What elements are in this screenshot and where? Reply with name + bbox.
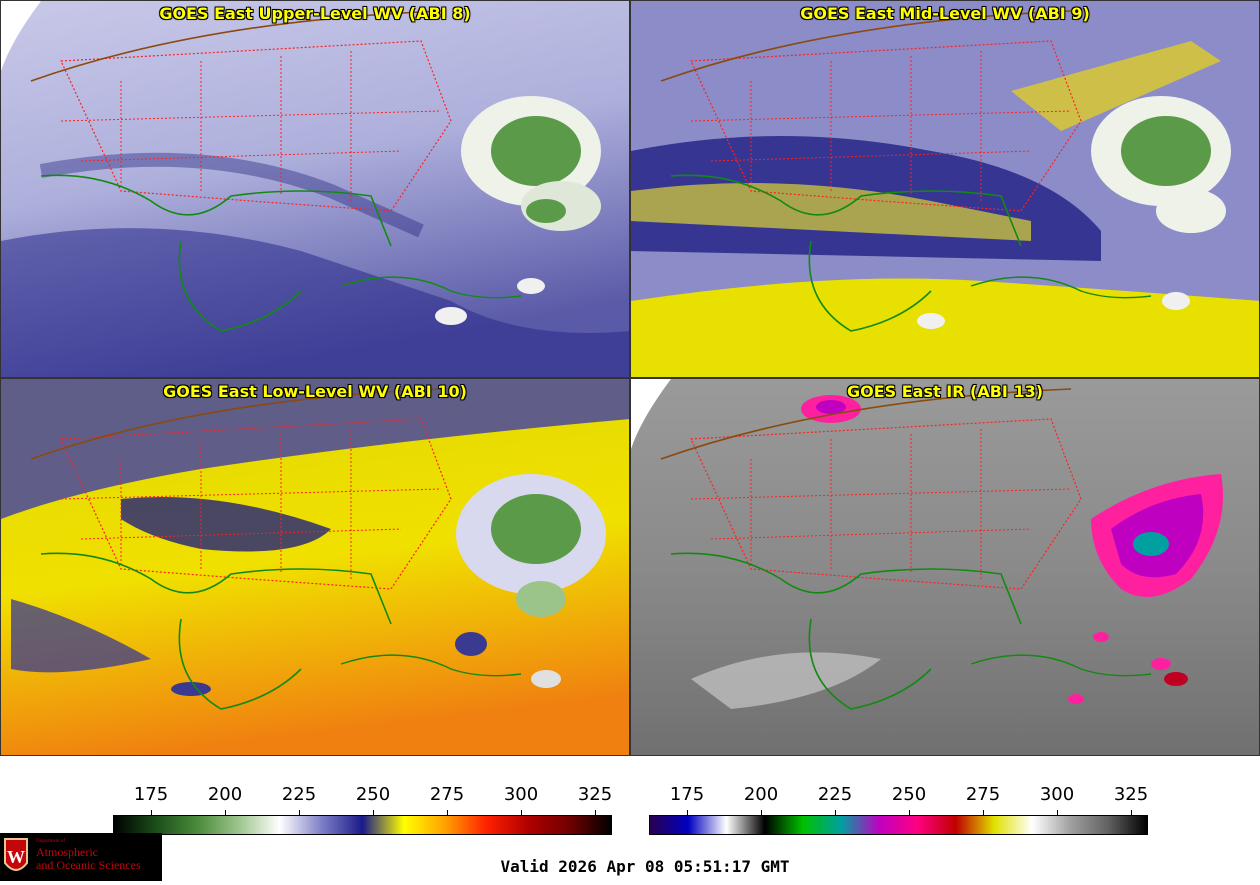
logo-line3: and Oceanic Sciences <box>36 858 141 872</box>
colorbar-tick-label: 325 <box>1113 784 1149 805</box>
aos-logo: W Department of Atmospheric and Oceanic … <box>0 833 162 881</box>
mid-level-wv-image <box>631 1 1259 377</box>
upper-level-wv-image <box>1 1 629 377</box>
valid-time: Valid 2026 Apr 08 05:51:17 GMT <box>500 857 790 876</box>
colorbar-tick-label: 200 <box>743 784 779 805</box>
colorbar-tick-mark <box>373 810 374 815</box>
colorbar-tick-label: 300 <box>503 784 539 805</box>
colorbar-tick-label: 275 <box>429 784 465 805</box>
colorbar-tick-label: 300 <box>1039 784 1075 805</box>
colorbar-tick-mark <box>1131 810 1132 815</box>
colorbar-tick-label: 200 <box>207 784 243 805</box>
panel-title: GOES East Low-Level WV (ABI 10) <box>163 382 467 401</box>
colorbar-tick-mark <box>447 810 448 815</box>
logo-line2: Atmospheric <box>36 845 98 859</box>
ir-image <box>631 379 1259 755</box>
colorbar-tick-mark <box>1057 810 1058 815</box>
svg-text:W: W <box>7 847 25 867</box>
colorbar-tick-mark <box>299 810 300 815</box>
panel-ir: GOES East IR (ABI 13) <box>630 378 1260 756</box>
colorbar-tick-label: 225 <box>817 784 853 805</box>
panel-title: GOES East IR (ABI 13) <box>846 382 1044 401</box>
low-level-wv-image <box>1 379 629 755</box>
colorbar-tick-label: 250 <box>355 784 391 805</box>
colorbar-tick-label: 250 <box>891 784 927 805</box>
colorbar-tick-mark <box>983 810 984 815</box>
colorbar-tick-mark <box>835 810 836 815</box>
colorbar-tick-mark <box>151 810 152 815</box>
panel-title: GOES East Upper-Level WV (ABI 8) <box>159 4 471 23</box>
colorbar-tick-mark <box>761 810 762 815</box>
panel-upper-level-wv: GOES East Upper-Level WV (ABI 8) <box>0 0 630 378</box>
colorbar-tick-mark <box>909 810 910 815</box>
ir-colorbar <box>649 815 1148 835</box>
colorbar-tick-mark <box>521 810 522 815</box>
panel-title: GOES East Mid-Level WV (ABI 9) <box>800 4 1090 23</box>
panel-low-level-wv: GOES East Low-Level WV (ABI 10) <box>0 378 630 756</box>
colorbar-tick-label: 325 <box>577 784 613 805</box>
wv-colorbar <box>113 815 612 835</box>
colorbar-tick-mark <box>595 810 596 815</box>
logo-line1: Department of <box>36 839 66 844</box>
colorbar-tick-mark <box>225 810 226 815</box>
panel-mid-level-wv: GOES East Mid-Level WV (ABI 9) <box>630 0 1260 378</box>
colorbar-tick-label: 175 <box>133 784 169 805</box>
colorbar-tick-mark <box>687 810 688 815</box>
colorbar-tick-label: 275 <box>965 784 1001 805</box>
colorbar-tick-label: 175 <box>669 784 705 805</box>
colorbar-tick-label: 225 <box>281 784 317 805</box>
